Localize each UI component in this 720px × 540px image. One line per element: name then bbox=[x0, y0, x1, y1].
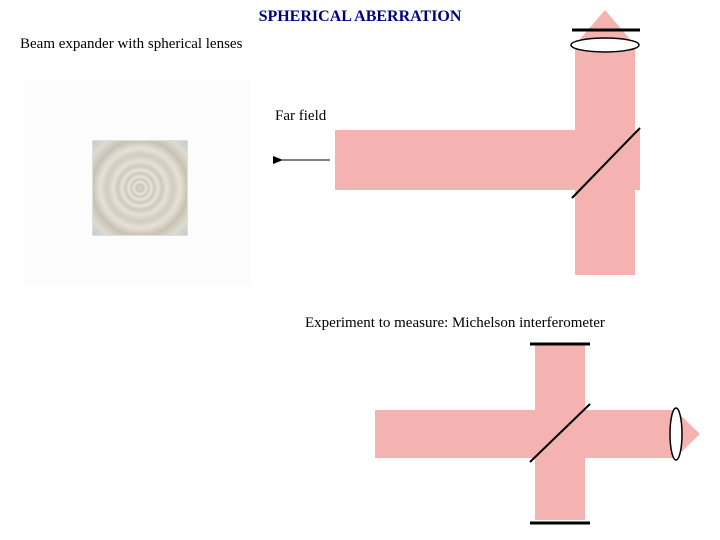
d2-lens bbox=[670, 408, 682, 460]
d2-beam-1 bbox=[375, 410, 675, 458]
d1-beam-1 bbox=[335, 130, 640, 190]
diagram-svg bbox=[0, 0, 720, 540]
d1-lens bbox=[571, 38, 639, 52]
